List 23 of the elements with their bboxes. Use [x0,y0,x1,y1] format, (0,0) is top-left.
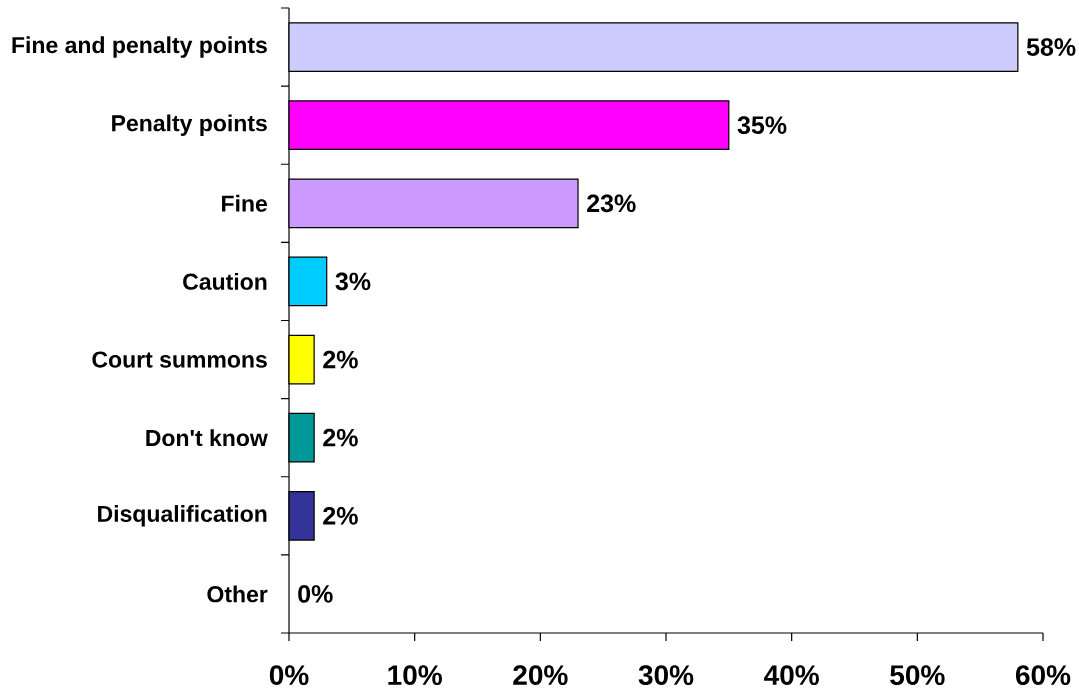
y-tick-label: Other [207,585,268,603]
x-tick-label: 50% [890,665,945,686]
y-tick-label: Fine [222,194,268,212]
x-tick-label: 20% [513,665,568,686]
data-label: 2% [323,506,358,525]
x-tick-label: 0% [269,665,309,686]
y-tick-label: Caution [183,272,267,290]
data-label: 23% [587,194,636,213]
data-label: 0% [298,585,333,603]
data-label: 2% [323,350,358,369]
y-tick-label: Court summons [92,351,267,368]
data-label: 35% [737,116,787,135]
y-tick-label: Don't know [146,429,268,447]
x-tick-label: 10% [388,665,442,686]
data-label: 58% [1026,38,1076,56]
y-tick-label: Fine and penalty points [12,36,267,58]
data-label: 3% [335,272,371,291]
data-label: 2% [323,428,358,447]
y-tick-label: Disqualification [98,505,267,527]
x-tick-label: 60% [1015,665,1071,686]
x-tick-label: 30% [638,665,694,686]
x-tick-label: 40% [764,665,819,686]
y-tick-label: Penalty points [112,114,267,136]
